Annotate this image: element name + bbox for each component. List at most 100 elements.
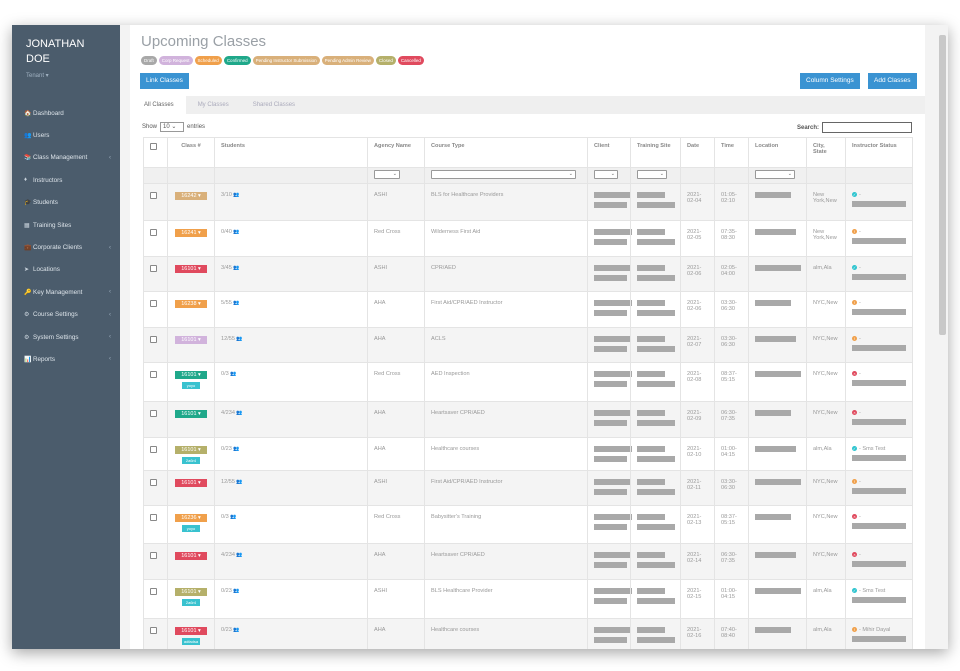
row-checkbox[interactable] — [150, 371, 157, 378]
class-number-dropdown[interactable]: 16101 ▾ — [175, 588, 207, 596]
sidebar-item-course-settings[interactable]: ⚙ Course Settings ‹ — [12, 304, 120, 326]
users-icon: 👥 — [231, 300, 240, 306]
sidebar-item-instructors[interactable]: ♦ Instructors — [12, 169, 120, 191]
column-settings-button[interactable]: Column Settings — [800, 73, 860, 89]
select-cell — [143, 579, 168, 619]
redacted-training-site — [637, 637, 675, 643]
tab-shared-classes[interactable]: Shared Classes — [252, 102, 296, 108]
client-cell — [587, 327, 632, 363]
date-cell: 2021-02-14 — [680, 543, 715, 580]
sidebar-item-corporate-clients[interactable]: 💼 Corporate Clients ‹ — [12, 236, 120, 258]
sidebar-item-key-management[interactable]: 🔑 Key Management ‹ — [12, 281, 120, 303]
column-filter-select[interactable]: ⌄ — [431, 170, 576, 179]
class-number-dropdown[interactable]: 16241 ▾ — [175, 229, 207, 237]
row-checkbox[interactable] — [150, 192, 157, 199]
tab-my-classes[interactable]: My Classes — [197, 102, 229, 108]
column-header[interactable]: Client — [587, 137, 631, 168]
students-count: 12/55 — [221, 336, 235, 342]
entries-select[interactable]: 10 ⌄ — [160, 122, 185, 132]
agency-cell: AHA — [367, 291, 425, 328]
instructor-status-cell: ! - — [845, 470, 913, 506]
class-number-dropdown[interactable]: 16236 ▾ — [175, 514, 207, 522]
select-cell — [143, 291, 168, 328]
course-type: AED Inspection — [431, 371, 470, 377]
date: 2021-02-15 — [687, 588, 702, 600]
row-checkbox[interactable] — [150, 410, 157, 417]
row-checkbox[interactable] — [150, 552, 157, 559]
sidebar-item-users[interactable]: 👥 Users — [12, 124, 120, 146]
column-header[interactable]: Training Site — [630, 137, 681, 168]
table-row: 16101 ▾ 2a6r4 0/23 👥 ASHI BLS Healthcare Pro… — [143, 579, 913, 619]
select-all-checkbox[interactable] — [150, 143, 157, 150]
sidebar-item-training-sites[interactable]: ▦ Training Sites — [12, 214, 120, 236]
column-header[interactable]: City, State — [806, 137, 846, 168]
sidebar-item-students[interactable]: 🎓 Students — [12, 192, 120, 214]
row-checkbox[interactable] — [150, 300, 157, 307]
redacted-client — [594, 552, 632, 558]
agency-name: Red Cross — [374, 229, 401, 235]
class-tag: 2a6r4 — [182, 457, 200, 464]
link-classes-button[interactable]: Link Classes — [140, 73, 189, 89]
filter-cell: ⌄ — [367, 167, 425, 184]
course-settings-icon: ⚙ — [24, 312, 30, 319]
date-cell: 2021-02-11 — [680, 470, 715, 506]
tenant-dropdown[interactable]: Tenant ▾ — [26, 73, 49, 79]
sidebar-item-system-settings[interactable]: ⚙ System Settings ‹ — [12, 326, 120, 348]
training-site-cell — [630, 470, 681, 506]
instructor-name: - — [859, 479, 861, 485]
chevron-left-icon: ‹ — [109, 289, 111, 296]
sidebar-item-reports[interactable]: 📊 Reports ‹ — [12, 348, 120, 370]
class-number-dropdown[interactable]: 16101 ▾ — [175, 410, 207, 418]
city-state-cell: NYC,New — [806, 291, 846, 328]
students-count: 0/3 — [221, 371, 229, 377]
row-checkbox[interactable] — [150, 514, 157, 521]
row-checkbox[interactable] — [150, 229, 157, 236]
instructor-name: - — [859, 336, 861, 342]
instructor-status-cell: × - — [845, 401, 913, 438]
column-header[interactable]: Students — [214, 137, 368, 168]
column-header[interactable]: Course Type — [424, 137, 588, 168]
tab-all-classes[interactable]: All Classes — [132, 96, 186, 114]
city-state: NYC,New — [813, 514, 838, 520]
row-checkbox[interactable] — [150, 446, 157, 453]
class-number-dropdown[interactable]: 16101 ▾ — [175, 336, 207, 344]
city-state: alm,Ala — [813, 265, 832, 271]
city-state-cell: NYC,New — [806, 401, 846, 438]
row-checkbox[interactable] — [150, 265, 157, 272]
sidebar-item-class-management[interactable]: 📚 Class Management ‹ — [12, 147, 120, 169]
column-filter-select[interactable]: ⌄ — [374, 170, 400, 179]
search-input[interactable] — [822, 122, 912, 133]
class-number-dropdown[interactable]: 16101 ▾ — [175, 446, 207, 454]
column-header[interactable] — [143, 137, 168, 168]
page-scrollbar[interactable] — [939, 35, 946, 335]
column-filter-select[interactable]: ⌄ — [755, 170, 795, 179]
client-cell — [587, 505, 632, 544]
class-number-dropdown[interactable]: 16101 ▾ — [175, 479, 207, 487]
column-filter-select[interactable]: ⌄ — [594, 170, 618, 179]
row-checkbox[interactable] — [150, 336, 157, 343]
column-header[interactable]: Time — [714, 137, 749, 168]
class-number-dropdown[interactable]: 16101 ▾ — [175, 627, 207, 635]
row-checkbox[interactable] — [150, 588, 157, 595]
column-header[interactable]: Instructor Status — [845, 137, 913, 168]
column-header[interactable]: Date — [680, 137, 715, 168]
class-number-dropdown[interactable]: 16238 ▾ — [175, 300, 207, 308]
class-number-dropdown[interactable]: 16101 ▾ — [175, 265, 207, 273]
sidebar-item-locations[interactable]: ➤ Locations — [12, 259, 120, 281]
row-checkbox[interactable] — [150, 627, 157, 634]
column-header[interactable]: Location — [748, 137, 807, 168]
select-cell — [143, 220, 168, 257]
column-filter-select[interactable]: ⌄ — [637, 170, 667, 179]
column-header[interactable]: Agency Name — [367, 137, 425, 168]
students-cell: 0/3 👥 — [214, 362, 368, 402]
add-classes-button[interactable]: Add Classes — [868, 73, 917, 89]
class-number-dropdown[interactable]: 16101 ▾ — [175, 371, 207, 379]
row-checkbox[interactable] — [150, 479, 157, 486]
sidebar-item-dashboard[interactable]: 🏠 Dashboard — [12, 102, 120, 124]
user-block[interactable]: JONATHAN DOE Tenant ▾ — [12, 25, 120, 84]
redacted-client — [594, 627, 632, 633]
class-number-dropdown[interactable]: 16101 ▾ — [175, 552, 207, 560]
class-number-dropdown[interactable]: 16242 ▾ — [175, 192, 207, 200]
redacted-training-site — [637, 446, 665, 452]
column-header[interactable]: Class # — [167, 137, 215, 168]
